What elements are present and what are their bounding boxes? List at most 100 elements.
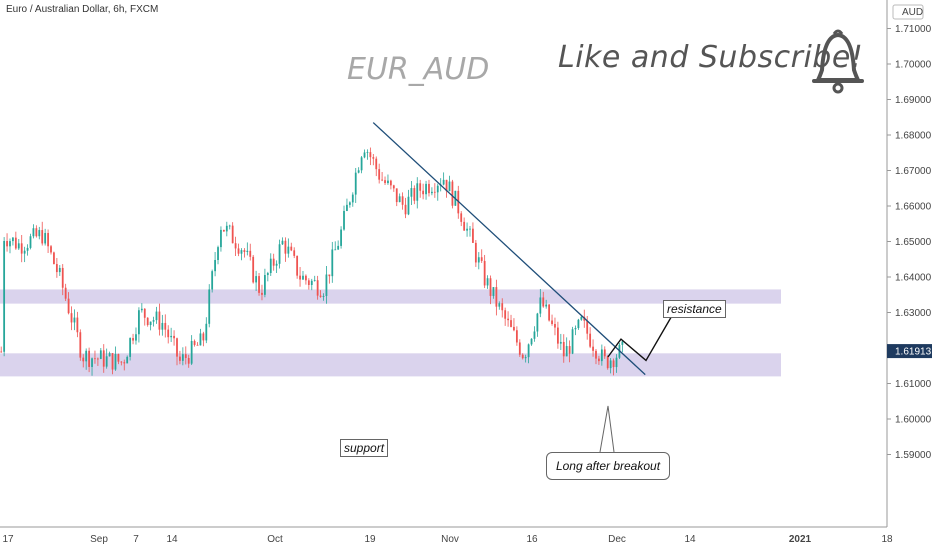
candle-body-95 xyxy=(278,244,281,264)
candle-body-84 xyxy=(246,250,249,252)
candle-body-207 xyxy=(606,356,609,369)
candle-body-137 xyxy=(401,196,404,205)
y-tick-label-6: 1.65000 xyxy=(895,237,932,248)
candle-body-173 xyxy=(507,318,509,321)
candle-body-201 xyxy=(589,333,592,347)
candle-body-117 xyxy=(343,210,345,230)
candle-body-99 xyxy=(290,246,293,251)
y-tick-label-11: 1.60000 xyxy=(895,415,932,426)
candle-body-63 xyxy=(184,354,187,359)
x-tick-label-5: 19 xyxy=(364,534,376,545)
candle-body-27 xyxy=(79,332,82,358)
candle-body-19 xyxy=(55,264,58,273)
candle-body-38 xyxy=(111,353,114,370)
x-tick-label-0: 17 xyxy=(2,534,14,545)
time-axis-bg xyxy=(0,527,932,550)
x-tick-label-9: 14 xyxy=(684,534,696,545)
candle-body-28 xyxy=(82,357,85,362)
candle-body-15 xyxy=(44,233,47,244)
candle-body-93 xyxy=(272,258,275,266)
candle-body-14 xyxy=(41,230,44,244)
breakout-callout: Long after breakout xyxy=(546,452,670,480)
y-tick-label-8: 1.63000 xyxy=(895,308,932,319)
candle-body-68 xyxy=(199,333,202,346)
candle-body-18 xyxy=(53,252,55,265)
candle-body-102 xyxy=(299,275,301,280)
price-axis-bg xyxy=(887,0,932,550)
candle-body-49 xyxy=(143,308,146,318)
candle-body-51 xyxy=(149,321,152,326)
candle-body-37 xyxy=(108,353,111,357)
x-tick-label-10: 2021 xyxy=(789,534,812,545)
candle-body-21 xyxy=(61,267,64,288)
candle-body-7 xyxy=(20,243,23,254)
candle-body-190 xyxy=(557,327,559,344)
projection-path xyxy=(607,301,681,362)
candle-body-182 xyxy=(533,331,536,339)
candle-body-9 xyxy=(26,247,29,251)
resistance-zone xyxy=(0,289,781,304)
candle-body-60 xyxy=(176,338,178,357)
candle-body-185 xyxy=(542,297,545,307)
candle-body-89 xyxy=(261,292,263,295)
candle-body-187 xyxy=(548,304,551,321)
candle-body-26 xyxy=(76,317,79,333)
candle-body-153 xyxy=(448,181,451,192)
candle-body-188 xyxy=(551,320,553,324)
candle-body-8 xyxy=(23,250,26,254)
candle-body-184 xyxy=(539,297,542,314)
candle-body-90 xyxy=(264,275,266,295)
candle-body-58 xyxy=(170,335,173,338)
candle-body-72 xyxy=(211,271,214,290)
candle-body-159 xyxy=(466,228,468,231)
candle-body-183 xyxy=(536,313,539,332)
candle-body-36 xyxy=(105,356,108,367)
candle-body-4 xyxy=(12,237,14,242)
candle-body-81 xyxy=(237,248,240,254)
candle-body-61 xyxy=(179,356,181,361)
candle-body-41 xyxy=(120,361,123,363)
candle-body-96 xyxy=(281,240,284,245)
candle-body-31 xyxy=(91,358,93,367)
candle-body-85 xyxy=(249,250,252,257)
candle-body-70 xyxy=(205,323,208,341)
support-label: support xyxy=(340,439,389,457)
candle-body-57 xyxy=(167,329,170,338)
candle-body-59 xyxy=(173,335,175,339)
candle-body-181 xyxy=(530,338,533,345)
candle-body-129 xyxy=(378,169,381,180)
candle-body-62 xyxy=(181,354,184,361)
candle-body-205 xyxy=(600,349,603,362)
candle-body-75 xyxy=(220,229,222,248)
candle-body-126 xyxy=(369,152,372,158)
candle-body-40 xyxy=(117,354,120,362)
candle-body-186 xyxy=(545,304,548,307)
candle-body-66 xyxy=(193,340,196,345)
candle-body-120 xyxy=(351,194,354,203)
candle-body-92 xyxy=(269,258,272,274)
candle-body-135 xyxy=(395,188,398,203)
candle-body-111 xyxy=(325,274,328,296)
candle-body-2 xyxy=(6,241,8,247)
y-tick-label-5: 1.66000 xyxy=(895,202,932,213)
candle-body-45 xyxy=(132,338,134,341)
candle-body-109 xyxy=(319,295,322,297)
candle-body-162 xyxy=(474,242,477,263)
candle-body-189 xyxy=(554,323,556,328)
candle-body-48 xyxy=(140,308,143,311)
candle-body-23 xyxy=(67,298,70,314)
trendline xyxy=(372,122,646,376)
resistance-label: resistance xyxy=(663,300,726,318)
candle-body-77 xyxy=(225,225,228,232)
candle-body-174 xyxy=(510,320,512,327)
candle-body-29 xyxy=(85,350,88,362)
candle-body-11 xyxy=(32,228,35,237)
candle-body-144 xyxy=(422,190,425,195)
candle-body-132 xyxy=(387,180,389,184)
candle-body-121 xyxy=(354,172,357,195)
candle-body-50 xyxy=(146,317,149,326)
y-tick-label-0: 1.71000 xyxy=(895,24,932,35)
candle-body-202 xyxy=(592,346,594,351)
candle-body-35 xyxy=(102,350,105,367)
